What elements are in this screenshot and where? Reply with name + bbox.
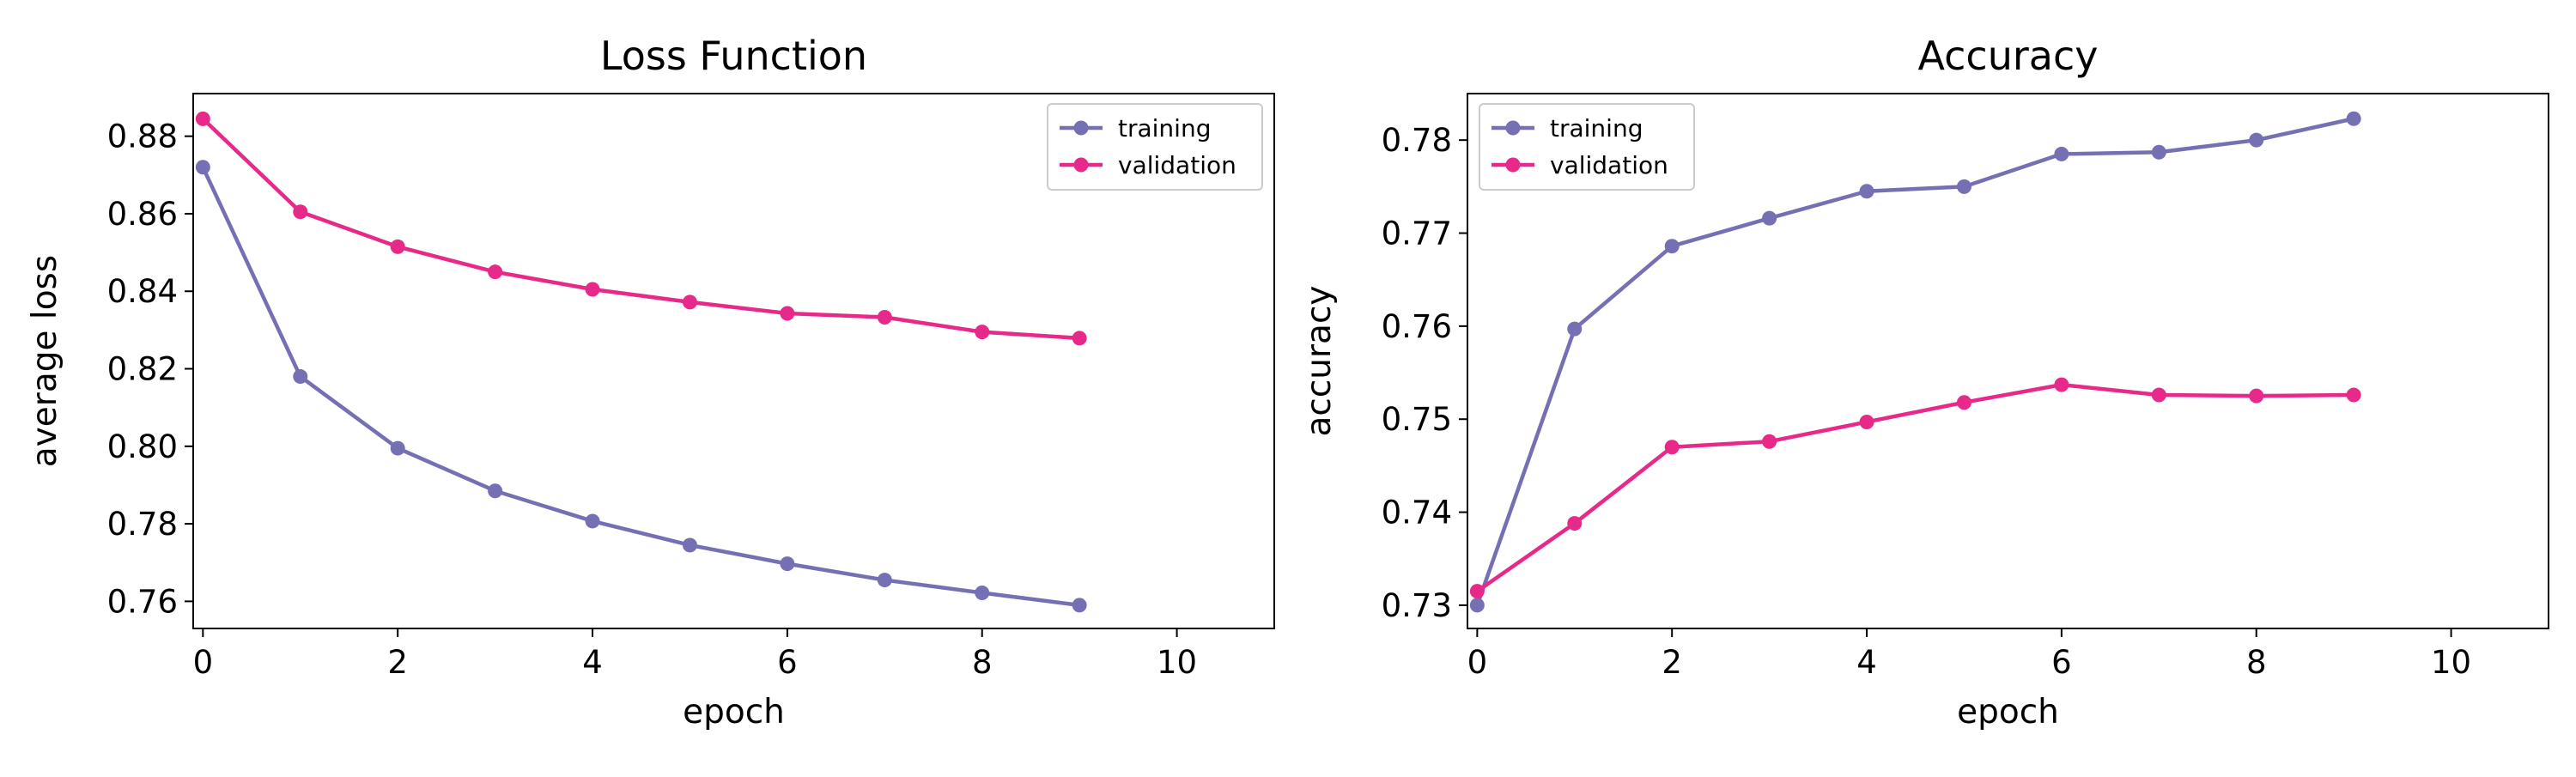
legend-box — [1047, 103, 1263, 191]
legend-swatch-marker — [1073, 157, 1089, 173]
y-tick-label: 0.73 — [1382, 587, 1452, 624]
data-point — [1859, 414, 1874, 429]
plot-frame — [1467, 93, 2549, 629]
data-point — [682, 294, 697, 310]
data-point — [1567, 321, 1583, 337]
data-point — [975, 585, 990, 600]
y-tick-label: 0.88 — [107, 118, 178, 155]
chart-title: Accuracy — [1917, 33, 2098, 79]
data-point — [2151, 144, 2166, 160]
y-tick-label: 0.86 — [107, 196, 178, 233]
y-tick-label: 0.84 — [107, 273, 178, 310]
x-tick-label: 10 — [1157, 644, 1197, 681]
legend-swatch-marker — [1073, 120, 1089, 136]
y-tick-label: 0.78 — [1382, 122, 1452, 159]
x-tick-label: 2 — [1662, 644, 1682, 681]
x-tick-label: 6 — [777, 644, 798, 681]
data-point — [1859, 184, 1874, 199]
data-point — [2346, 387, 2361, 403]
x-tick-label: 6 — [2051, 644, 2072, 681]
data-point — [780, 306, 795, 321]
y-tick-label: 0.76 — [107, 583, 178, 620]
y-axis-label: accuracy — [1300, 286, 1339, 437]
chart-panel-1: Accuracy 0 2 4 6 8 10 0.73 0.74 0.75 0.76 0.77 0.78 e… — [1300, 33, 2549, 731]
data-point — [1762, 210, 1777, 226]
data-point — [877, 573, 892, 588]
data-point — [682, 537, 697, 553]
y-tick-label: 0.74 — [1382, 495, 1452, 531]
legend-box — [1479, 103, 1695, 191]
data-point — [390, 440, 405, 456]
y-tick-label: 0.78 — [107, 506, 178, 543]
data-point — [1956, 179, 1971, 194]
x-tick-label: 8 — [2246, 644, 2267, 681]
data-point — [1072, 331, 1087, 346]
x-tick-label: 10 — [2431, 644, 2471, 681]
x-axis-label: epoch — [683, 693, 785, 731]
data-point — [2054, 377, 2069, 392]
y-tick-label: 0.75 — [1382, 401, 1452, 438]
data-point — [2346, 111, 2361, 126]
data-point — [585, 282, 600, 297]
y-tick-label: 0.76 — [1382, 308, 1452, 345]
data-point — [780, 556, 795, 572]
x-axis-label: epoch — [1957, 693, 2059, 731]
data-point — [2249, 388, 2264, 404]
legend-label: training — [1550, 114, 1643, 143]
chart-panel-0: Loss Function 0 2 4 6 8 10 0.76 0.78 0.80 0.82 0.84… — [26, 33, 1275, 731]
data-point — [1469, 584, 1485, 599]
data-point — [1664, 440, 1680, 455]
data-point — [1072, 598, 1087, 613]
data-point — [195, 160, 210, 175]
data-point — [1469, 598, 1485, 613]
data-point — [390, 239, 405, 254]
data-point — [488, 264, 503, 280]
legend-swatch-marker — [1505, 157, 1521, 173]
legend-swatch-marker — [1505, 120, 1521, 136]
data-point — [1762, 434, 1777, 449]
data-point — [2151, 387, 2166, 403]
legend-label: validation — [1550, 151, 1668, 179]
legend-label: training — [1118, 114, 1211, 143]
x-tick-label: 2 — [387, 644, 408, 681]
data-point — [585, 513, 600, 529]
x-tick-label: 4 — [1856, 644, 1877, 681]
series-line-0 — [201, 166, 1080, 608]
series-line-0 — [1475, 117, 2354, 606]
data-point — [975, 325, 990, 340]
data-point — [195, 111, 210, 126]
x-tick-label: 4 — [582, 644, 603, 681]
data-point — [488, 483, 503, 499]
y-tick-label: 0.82 — [107, 351, 178, 388]
data-point — [1567, 516, 1583, 531]
x-tick-label: 0 — [1467, 644, 1488, 681]
x-tick-label: 0 — [193, 644, 214, 681]
data-point — [1664, 239, 1680, 254]
chart-title: Loss Function — [600, 33, 867, 79]
y-tick-label: 0.80 — [107, 428, 178, 465]
data-point — [293, 369, 308, 385]
data-point — [2054, 146, 2069, 161]
data-point — [877, 309, 892, 325]
series-line-1 — [201, 117, 1080, 341]
data-point — [2249, 132, 2264, 148]
data-point — [293, 204, 308, 220]
legend-label: validation — [1118, 151, 1236, 179]
series-line-1 — [1476, 382, 2354, 593]
x-tick-label: 8 — [972, 644, 993, 681]
y-tick-label: 0.77 — [1382, 215, 1452, 252]
plot-frame — [192, 93, 1275, 629]
y-axis-label: average loss — [26, 255, 64, 467]
data-point — [1956, 395, 1971, 410]
